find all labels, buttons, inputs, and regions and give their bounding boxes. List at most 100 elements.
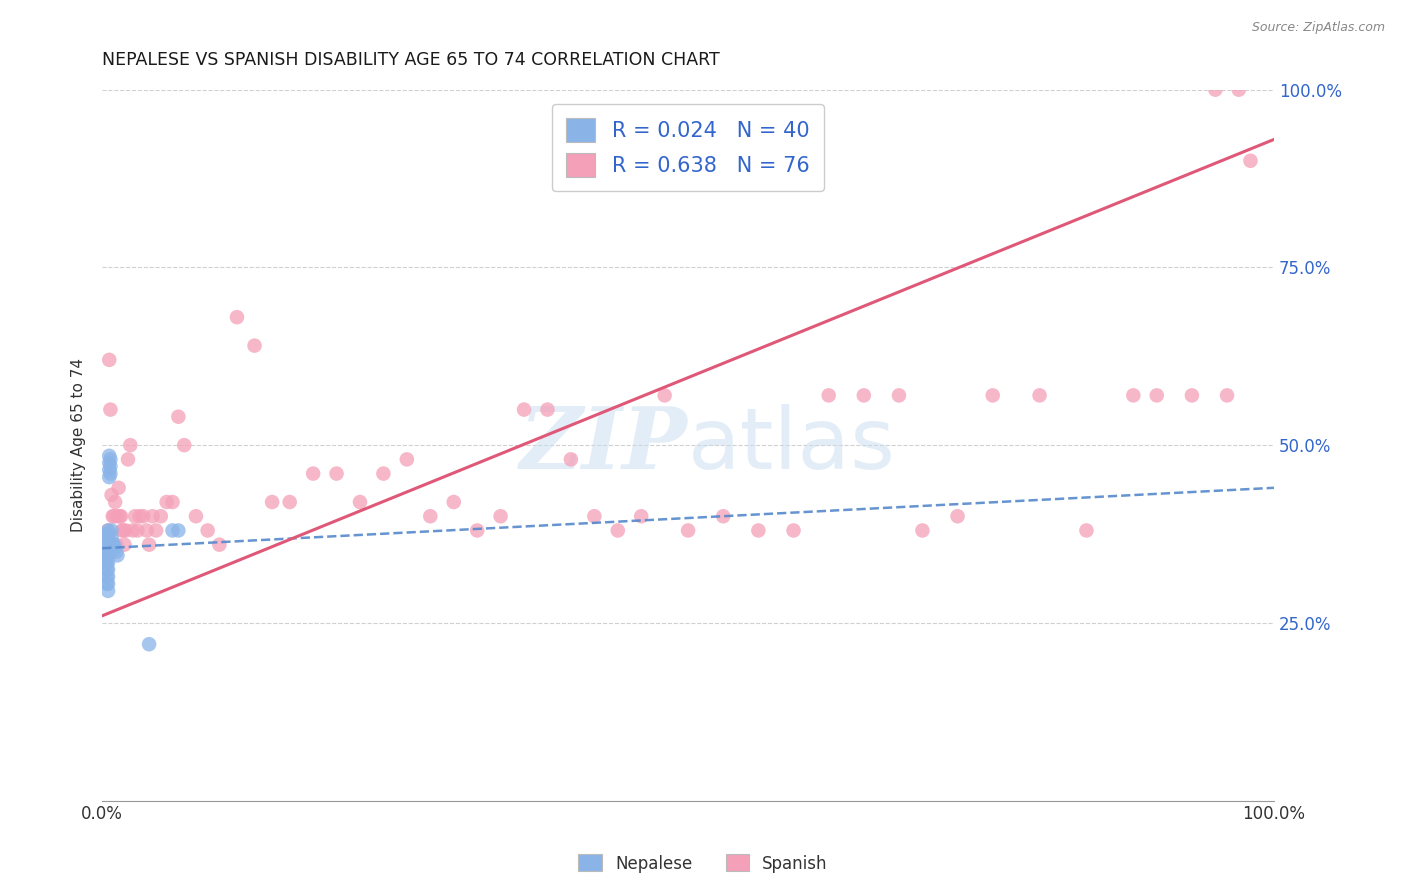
- Point: [1204, 83, 1226, 97]
- Point: [112, 524, 135, 538]
- Point: [395, 452, 418, 467]
- Point: [114, 524, 136, 538]
- Text: ZIP: ZIP: [520, 403, 688, 487]
- Point: [100, 488, 122, 502]
- Point: [97, 549, 120, 563]
- Point: [96, 534, 118, 549]
- Point: [105, 538, 128, 552]
- Point: [1181, 388, 1204, 402]
- Point: [104, 541, 127, 556]
- Point: [96, 563, 118, 577]
- Point: [443, 495, 465, 509]
- Point: [373, 467, 395, 481]
- Point: [94, 541, 117, 556]
- Point: [103, 538, 125, 552]
- Point: [489, 509, 512, 524]
- Point: [100, 459, 122, 474]
- Point: [560, 452, 582, 467]
- Legend: Nepalese, Spanish: Nepalese, Spanish: [572, 847, 834, 880]
- Point: [135, 524, 157, 538]
- Point: [98, 463, 121, 477]
- Point: [325, 467, 347, 481]
- Point: [100, 531, 122, 545]
- Text: Source: ZipAtlas.com: Source: ZipAtlas.com: [1251, 21, 1385, 34]
- Y-axis label: Disability Age 65 to 74: Disability Age 65 to 74: [72, 359, 86, 533]
- Point: [94, 556, 117, 570]
- Point: [149, 509, 172, 524]
- Point: [302, 467, 325, 481]
- Point: [96, 549, 118, 563]
- Point: [124, 509, 146, 524]
- Point: [145, 524, 167, 538]
- Point: [97, 524, 120, 538]
- Point: [97, 569, 120, 583]
- Point: [1216, 388, 1239, 402]
- Point: [94, 541, 117, 556]
- Point: [167, 409, 190, 424]
- Point: [630, 509, 652, 524]
- Point: [98, 470, 121, 484]
- Point: [197, 524, 219, 538]
- Point: [167, 524, 190, 538]
- Point: [419, 509, 441, 524]
- Point: [173, 438, 195, 452]
- Text: NEPALESE VS SPANISH DISABILITY AGE 65 TO 74 CORRELATION CHART: NEPALESE VS SPANISH DISABILITY AGE 65 TO…: [103, 51, 720, 69]
- Point: [138, 637, 160, 651]
- Point: [782, 524, 804, 538]
- Point: [107, 509, 129, 524]
- Point: [111, 524, 134, 538]
- Point: [132, 509, 155, 524]
- Point: [262, 495, 284, 509]
- Point: [107, 549, 129, 563]
- Point: [97, 534, 120, 549]
- Point: [96, 538, 118, 552]
- Point: [747, 524, 769, 538]
- Point: [981, 388, 1004, 402]
- Point: [97, 541, 120, 556]
- Point: [349, 495, 371, 509]
- Point: [606, 524, 628, 538]
- Point: [1239, 153, 1261, 168]
- Point: [676, 524, 699, 538]
- Point: [97, 556, 120, 570]
- Point: [100, 538, 122, 552]
- Point: [1076, 524, 1098, 538]
- Point: [1146, 388, 1168, 402]
- Point: [513, 402, 536, 417]
- Point: [162, 524, 184, 538]
- Text: atlas: atlas: [688, 404, 896, 487]
- Point: [105, 545, 128, 559]
- Point: [887, 388, 910, 402]
- Point: [96, 527, 118, 541]
- Point: [107, 481, 129, 495]
- Point: [110, 509, 132, 524]
- Point: [94, 549, 117, 563]
- Point: [817, 388, 839, 402]
- Point: [103, 509, 125, 524]
- Point: [97, 524, 120, 538]
- Point: [156, 495, 179, 509]
- Point: [654, 388, 676, 402]
- Point: [127, 524, 149, 538]
- Point: [121, 524, 143, 538]
- Point: [96, 569, 118, 583]
- Point: [101, 538, 124, 552]
- Point: [97, 563, 120, 577]
- Point: [117, 452, 139, 467]
- Point: [465, 524, 488, 538]
- Point: [162, 495, 184, 509]
- Point: [98, 352, 121, 367]
- Point: [583, 509, 606, 524]
- Point: [104, 495, 127, 509]
- Point: [98, 449, 121, 463]
- Point: [96, 576, 118, 591]
- Point: [101, 509, 124, 524]
- Point: [100, 467, 122, 481]
- Point: [278, 495, 301, 509]
- Legend: R = 0.024   N = 40, R = 0.638   N = 76: R = 0.024 N = 40, R = 0.638 N = 76: [551, 103, 824, 192]
- Point: [96, 556, 118, 570]
- Point: [114, 538, 136, 552]
- Point: [138, 538, 160, 552]
- Point: [226, 310, 249, 325]
- Point: [243, 338, 266, 352]
